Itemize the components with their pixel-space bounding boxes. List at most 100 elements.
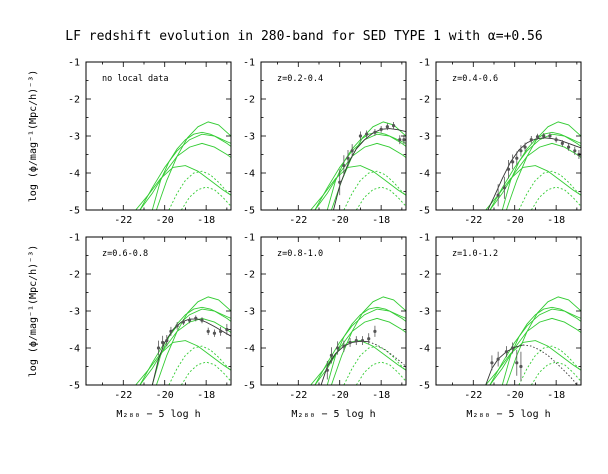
y-tick-label: -1: [418, 233, 430, 244]
x-axis-label: M₂₈₀ − 5 log h: [291, 409, 375, 420]
y-axis-label: log (ϕ/mag⁻¹(Mpc/h)⁻³): [28, 245, 39, 377]
data-point: [385, 125, 389, 129]
reference-curve: [314, 133, 406, 210]
data-point: [358, 134, 363, 138]
y-tick-label: -2: [418, 95, 430, 106]
reference-curve-dotted: [518, 345, 581, 385]
fit-curve-extrapolated: [522, 344, 578, 385]
data-point: [200, 318, 204, 322]
reference-curve: [326, 306, 406, 385]
data-point: [169, 329, 173, 333]
y-tick-label: -2: [243, 270, 255, 281]
y-tick-label: -2: [243, 95, 255, 106]
panel-5: -22 -20 -18 -5 -4 -3 -2 -1 z=0.8-1.0 M₂₈₀ − 5 log…: [243, 233, 407, 420]
y-tick-label: -1: [243, 58, 255, 69]
panel-6: -22 -20 -18 -5 -4 -3 -2 -1 z=1.0-1.2 M₂₈₀ − 5 log…: [418, 233, 582, 420]
panel-plot-area: [485, 296, 581, 385]
data-point: [496, 193, 500, 197]
data-point: [354, 339, 358, 343]
data-point: [504, 350, 509, 354]
panel-1: -22 -20 -18 -5 -4 -3 -2 -1 no local data log (ϕ/m…: [28, 58, 232, 226]
x-tick-label: -22: [289, 215, 307, 226]
data-point: [496, 357, 500, 361]
reference-curve-dotted: [518, 170, 581, 210]
y-tick-label: -1: [243, 233, 255, 244]
data-point: [519, 149, 523, 153]
data-point: [560, 141, 564, 145]
x-tick-label: -22: [464, 215, 482, 226]
x-axis-label: M₂₈₀ − 5 log h: [466, 409, 550, 420]
reference-curve: [489, 308, 581, 385]
data-point: [529, 138, 533, 142]
panel-plot-area: [310, 121, 406, 210]
data-point: [373, 329, 377, 333]
reference-curve: [310, 165, 406, 210]
reference-curve: [135, 340, 231, 385]
y-tick-label: -3: [243, 132, 255, 143]
y-tick-label: -4: [68, 169, 80, 180]
data-point: [535, 135, 540, 139]
reference-curve: [330, 296, 406, 385]
data-point: [165, 339, 169, 343]
x-tick-label: -22: [464, 390, 482, 401]
data-point: [187, 318, 192, 322]
y-tick-label: -5: [243, 381, 255, 392]
fit-curve: [151, 318, 231, 385]
x-tick-label: -22: [289, 390, 307, 401]
reference-curve-dotted: [168, 170, 231, 210]
panel-plot-area: [485, 121, 581, 210]
data-point: [523, 145, 527, 149]
y-tick-label: -5: [418, 206, 430, 217]
reference-curve: [151, 306, 231, 385]
reference-curve: [139, 133, 231, 210]
y-tick-label: -1: [418, 58, 430, 69]
data-point: [206, 329, 210, 333]
x-tick-label: -20: [506, 215, 524, 226]
panel-label: z=1.0-1.2: [452, 249, 498, 259]
x-tick-label: -20: [331, 390, 349, 401]
y-tick-label: -2: [418, 270, 430, 281]
data-point: [402, 138, 406, 142]
data-point: [515, 361, 519, 365]
data-point: [329, 353, 334, 357]
y-tick-label: -1: [68, 58, 80, 69]
x-tick-label: -20: [506, 390, 524, 401]
panel-plot-area: [135, 121, 231, 210]
data-point: [156, 346, 161, 350]
data-point: [348, 340, 352, 345]
data-point: [342, 344, 346, 348]
panel-4: -22 -20 -18 -5 -4 -3 -2 -1 z=0.6-0.8 log (ϕ/mag⁻¹…: [28, 233, 232, 420]
data-point: [379, 127, 383, 131]
data-point: [338, 180, 342, 184]
reference-curve: [489, 133, 581, 210]
panel-plot-area: [135, 296, 231, 385]
reference-curve: [135, 165, 231, 210]
data-point: [515, 156, 519, 160]
y-tick-label: -3: [243, 307, 255, 318]
panel-plot-area: [310, 296, 406, 385]
y-tick-label: -4: [68, 344, 80, 355]
reference-curve: [151, 131, 231, 210]
y-tick-label: -4: [418, 344, 430, 355]
data-point: [175, 324, 179, 328]
reference-curve: [139, 142, 231, 210]
x-tick-label: -20: [156, 390, 174, 401]
reference-curve: [314, 308, 406, 385]
y-tick-label: -5: [68, 206, 80, 217]
reference-curve: [314, 142, 406, 210]
data-point: [325, 368, 329, 372]
data-point: [336, 346, 340, 350]
y-tick-label: -2: [68, 95, 80, 106]
panel-label: z=0.6-0.8: [102, 249, 148, 259]
panel-2: -22 -20 -18 -5 -4 -3 -2 -1 z=0.2-0.4: [243, 58, 407, 226]
data-point: [161, 340, 165, 345]
reference-curve: [489, 142, 581, 210]
data-point: [502, 186, 506, 190]
figure-title: LF redshift evolution in 280-band for SE…: [65, 29, 542, 44]
y-tick-label: -5: [68, 381, 80, 392]
y-tick-label: -3: [68, 307, 80, 318]
x-axis-label: M₂₈₀ − 5 log h: [116, 409, 200, 420]
data-point: [542, 134, 546, 138]
reference-curve: [505, 296, 581, 385]
